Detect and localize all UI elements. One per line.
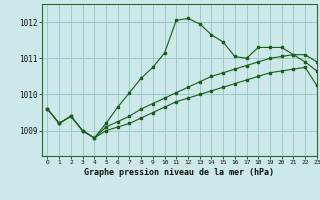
X-axis label: Graphe pression niveau de la mer (hPa): Graphe pression niveau de la mer (hPa) (84, 168, 274, 177)
